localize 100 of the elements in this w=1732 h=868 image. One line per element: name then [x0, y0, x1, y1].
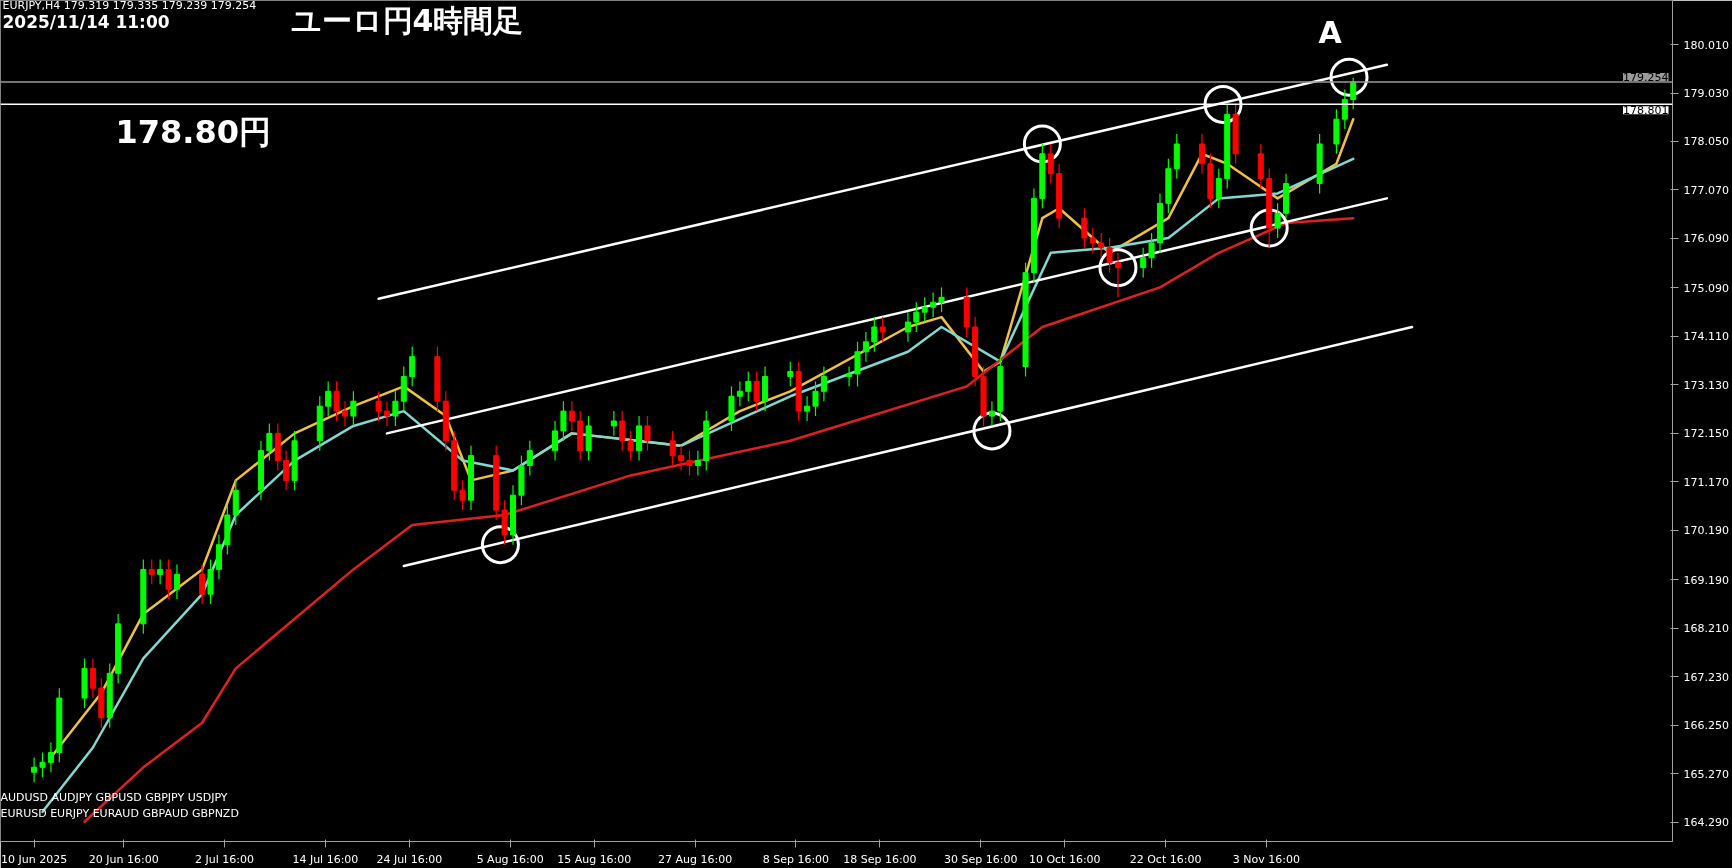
y-tick-label: 172.150	[1683, 427, 1729, 441]
x-tick-label: 14 Jul 16:00	[292, 852, 359, 866]
candlestick	[47, 741, 54, 773]
point	[1329, 57, 1369, 97]
candlestick	[560, 400, 567, 442]
y-tick-label: 174.110	[1683, 330, 1729, 344]
candlestick	[568, 400, 575, 432]
y-tick-label: 168.210	[1683, 622, 1729, 636]
candlestick	[1341, 88, 1348, 130]
candlestick	[686, 450, 693, 477]
candlestick	[904, 311, 911, 343]
annotation: EURJPY,H4 179.319 179.335 179.239 179.254	[2, 0, 257, 12]
x-tick-label: 27 Aug 16:00	[657, 852, 733, 866]
x-tick-label: 18 Sep 16:00	[843, 852, 917, 866]
candlestick	[1047, 143, 1054, 185]
candlestick	[1350, 77, 1357, 110]
candlestick	[1106, 237, 1113, 274]
chart-title: ユーロ円4時間足	[290, 2, 524, 38]
y-tick-label: 165.270	[1683, 767, 1729, 781]
candlestick	[199, 563, 206, 605]
x-tick-label: 30 Sep 16:00	[944, 852, 1018, 866]
candlestick	[988, 400, 995, 427]
candlestick	[1140, 247, 1147, 279]
x-tick-label: 24 Jul 16:00	[376, 852, 443, 866]
y-tick-label: 169.190	[1683, 573, 1729, 587]
annotation: EURUSD EURJPY EURAUD GBPAUD GBPNZD	[0, 806, 239, 820]
x-tick-label: 2 Jul 16:00	[195, 852, 255, 866]
point	[1249, 208, 1289, 248]
candlestick	[31, 756, 38, 783]
point	[972, 411, 1012, 451]
candlestick	[552, 420, 559, 462]
candlestick	[1148, 232, 1155, 269]
candlestick	[148, 558, 155, 585]
candlestick	[669, 430, 676, 467]
candlestick	[871, 316, 878, 353]
ref-line-label: 179.254	[1623, 70, 1669, 84]
candlestick	[753, 370, 760, 412]
candlestick	[812, 380, 819, 417]
candlestick	[854, 341, 861, 387]
candlestick	[459, 479, 466, 511]
candlestick	[375, 390, 382, 422]
candlestick	[165, 558, 172, 600]
point	[1022, 124, 1062, 164]
y-tick-label: 178.050	[1683, 135, 1729, 149]
candlestick	[644, 415, 651, 452]
x-tick-label: 8 Sep 16:00	[762, 852, 830, 866]
y-tick-label: 167.230	[1683, 670, 1729, 684]
candlestick	[266, 422, 273, 462]
x-tick-label: 10 Oct 16:00	[1028, 852, 1101, 866]
candlestick	[938, 286, 945, 313]
candlestick	[787, 361, 794, 387]
candlestick	[913, 301, 920, 333]
point	[1098, 248, 1138, 288]
candlestick	[619, 410, 626, 452]
y-tick-label: 177.070	[1683, 183, 1729, 197]
candlestick	[392, 390, 399, 427]
x-tick-label: 10 Jun 2025	[1, 852, 68, 866]
x-tick-label: 15 Aug 16:00	[557, 852, 632, 866]
y-tick-label: 180.010	[1683, 38, 1729, 52]
candlestick	[846, 365, 853, 387]
candlestick	[678, 445, 685, 472]
candlestick	[526, 440, 533, 477]
candlestick	[173, 563, 180, 600]
annotation: 178.80円	[115, 112, 271, 151]
candlestick	[804, 395, 811, 422]
candlestick	[930, 291, 937, 318]
y-tick-label: 170.190	[1683, 524, 1729, 538]
ref-line-label: 178.801	[1623, 104, 1669, 118]
candlestick	[879, 316, 886, 343]
y-tick-label: 171.170	[1683, 475, 1729, 489]
candlestick	[1198, 133, 1206, 175]
candlestick	[283, 450, 290, 491]
candlestick	[341, 400, 348, 427]
y-tick-label: 175.090	[1683, 281, 1729, 295]
candlestick	[1274, 202, 1281, 239]
candlestick	[383, 400, 391, 427]
y-tick-label: 179.030	[1683, 87, 1729, 101]
candlestick	[736, 380, 743, 407]
candlestick	[1098, 232, 1105, 259]
candlestick	[325, 380, 332, 417]
y-tick-label: 166.250	[1683, 719, 1729, 733]
x-tick-label: 5 Aug 16:00	[476, 852, 544, 866]
y-tick-label: 176.090	[1683, 232, 1729, 246]
x-tick-label: 22 Oct 16:00	[1129, 852, 1202, 866]
candlestick	[157, 558, 164, 585]
y-tick-label: 173.130	[1683, 378, 1729, 392]
candlestick	[694, 450, 701, 477]
annotation: 2025/11/14 11:00	[2, 11, 170, 32]
candlestick	[745, 370, 752, 402]
candlestick	[627, 430, 634, 462]
candlestick	[862, 331, 869, 363]
annotation: A	[1318, 14, 1343, 50]
candlestick	[350, 390, 357, 427]
candlestick	[921, 296, 928, 323]
candlestick	[610, 410, 617, 437]
x-tick-label: 3 Nov 16:00	[1232, 852, 1300, 866]
candlestick	[1089, 227, 1096, 254]
candlestick	[89, 657, 96, 699]
candlestick	[1081, 207, 1088, 249]
candlestick	[39, 751, 46, 778]
